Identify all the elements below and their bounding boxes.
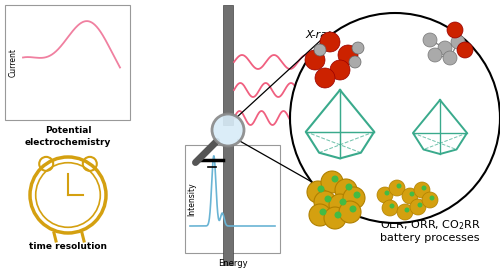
Circle shape bbox=[384, 190, 390, 195]
Circle shape bbox=[330, 60, 350, 80]
Circle shape bbox=[307, 181, 329, 203]
Circle shape bbox=[324, 207, 346, 229]
Circle shape bbox=[457, 42, 473, 58]
Circle shape bbox=[335, 179, 357, 201]
Circle shape bbox=[410, 199, 426, 215]
FancyBboxPatch shape bbox=[223, 145, 233, 265]
Circle shape bbox=[290, 13, 500, 223]
Circle shape bbox=[332, 176, 338, 182]
Circle shape bbox=[390, 203, 394, 208]
Circle shape bbox=[320, 208, 326, 216]
Circle shape bbox=[350, 206, 356, 213]
Text: Intensity: Intensity bbox=[188, 182, 196, 216]
Text: Energy: Energy bbox=[218, 259, 248, 268]
Circle shape bbox=[352, 42, 364, 54]
Text: Current: Current bbox=[8, 48, 18, 77]
Circle shape bbox=[354, 192, 360, 198]
Circle shape bbox=[349, 56, 361, 68]
Circle shape bbox=[320, 32, 340, 52]
Circle shape bbox=[402, 188, 418, 204]
Circle shape bbox=[346, 184, 352, 190]
Circle shape bbox=[338, 45, 358, 65]
Circle shape bbox=[324, 195, 332, 203]
FancyBboxPatch shape bbox=[5, 5, 130, 120]
Circle shape bbox=[329, 194, 351, 216]
FancyBboxPatch shape bbox=[185, 145, 280, 253]
Circle shape bbox=[314, 191, 336, 213]
Circle shape bbox=[309, 204, 331, 226]
Text: Potential: Potential bbox=[45, 126, 91, 135]
Text: electrochemistry: electrochemistry bbox=[25, 138, 111, 147]
Circle shape bbox=[389, 180, 405, 196]
Circle shape bbox=[430, 195, 434, 200]
Circle shape bbox=[340, 198, 346, 206]
Circle shape bbox=[334, 211, 342, 219]
Circle shape bbox=[377, 187, 393, 203]
Circle shape bbox=[438, 41, 452, 55]
Circle shape bbox=[422, 192, 438, 208]
Circle shape bbox=[404, 208, 409, 213]
Text: time resolution: time resolution bbox=[29, 242, 107, 251]
Text: battery processes: battery processes bbox=[380, 233, 480, 243]
Circle shape bbox=[451, 35, 465, 49]
Circle shape bbox=[443, 51, 457, 65]
Circle shape bbox=[428, 48, 442, 62]
Circle shape bbox=[318, 185, 324, 192]
Circle shape bbox=[410, 192, 414, 197]
Circle shape bbox=[212, 114, 244, 146]
Circle shape bbox=[397, 204, 413, 220]
Circle shape bbox=[343, 187, 365, 209]
Text: X-ray, IR, UV: X-ray, IR, UV bbox=[306, 30, 374, 40]
Circle shape bbox=[382, 200, 398, 216]
Circle shape bbox=[321, 171, 343, 193]
Circle shape bbox=[422, 185, 426, 190]
Circle shape bbox=[314, 44, 326, 56]
Circle shape bbox=[414, 182, 430, 198]
Circle shape bbox=[423, 33, 437, 47]
Circle shape bbox=[339, 201, 361, 223]
FancyBboxPatch shape bbox=[223, 5, 233, 125]
Circle shape bbox=[315, 68, 335, 88]
Circle shape bbox=[418, 203, 422, 208]
Text: OER, ORR, CO$_2$RR: OER, ORR, CO$_2$RR bbox=[380, 218, 480, 232]
Circle shape bbox=[447, 22, 463, 38]
Circle shape bbox=[305, 50, 325, 70]
Circle shape bbox=[396, 184, 402, 189]
